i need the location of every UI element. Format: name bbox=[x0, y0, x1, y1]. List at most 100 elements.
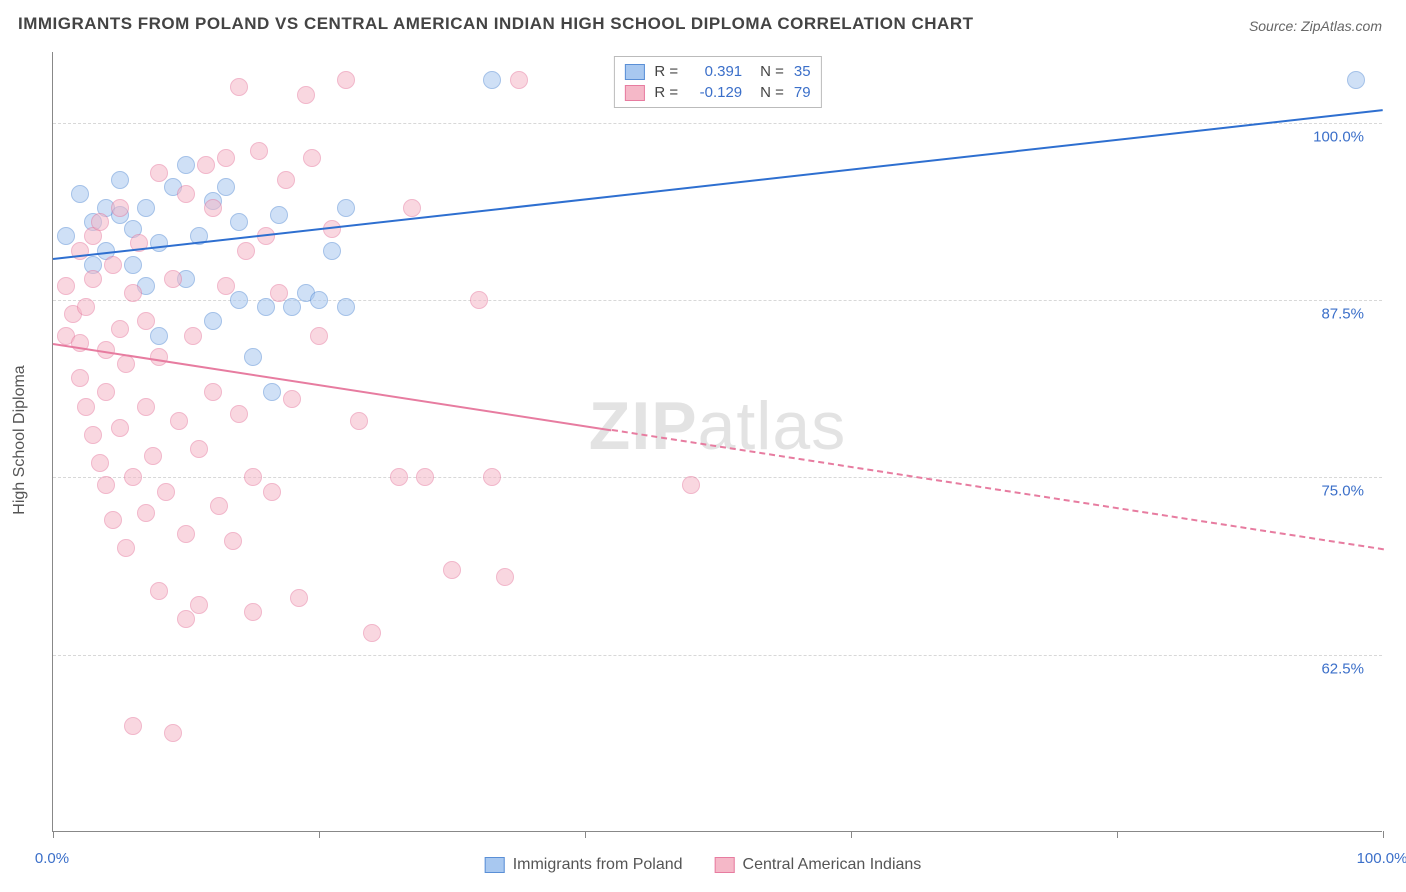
data-point bbox=[230, 291, 248, 309]
data-point bbox=[144, 447, 162, 465]
watermark-zip: ZIP bbox=[589, 388, 698, 464]
data-point bbox=[350, 412, 368, 430]
n-label: N = bbox=[760, 84, 784, 101]
data-point bbox=[337, 71, 355, 89]
data-point bbox=[283, 390, 301, 408]
data-point bbox=[244, 348, 262, 366]
data-point bbox=[124, 717, 142, 735]
r-value: -0.129 bbox=[688, 84, 742, 101]
x-tick bbox=[851, 831, 852, 838]
legend-item: Immigrants from Poland bbox=[485, 856, 683, 874]
y-tick-label: 100.0% bbox=[1313, 128, 1364, 145]
data-point bbox=[124, 256, 142, 274]
gridline bbox=[53, 300, 1382, 301]
y-tick-label: 87.5% bbox=[1321, 306, 1364, 323]
data-point bbox=[104, 256, 122, 274]
data-point bbox=[137, 398, 155, 416]
series-legend: Immigrants from Poland Central American I… bbox=[485, 856, 922, 874]
data-point bbox=[323, 242, 341, 260]
y-axis-title: High School Diploma bbox=[11, 365, 29, 514]
legend-item: Central American Indians bbox=[715, 856, 922, 874]
data-point bbox=[84, 426, 102, 444]
data-point bbox=[1347, 71, 1365, 89]
data-point bbox=[184, 327, 202, 345]
data-point bbox=[224, 532, 242, 550]
data-point bbox=[150, 348, 168, 366]
data-point bbox=[137, 504, 155, 522]
data-point bbox=[250, 142, 268, 160]
data-point bbox=[117, 355, 135, 373]
x-tick bbox=[53, 831, 54, 838]
data-point bbox=[483, 468, 501, 486]
data-point bbox=[150, 164, 168, 182]
data-point bbox=[117, 539, 135, 557]
x-tick-label: 0.0% bbox=[35, 850, 69, 867]
y-tick-label: 62.5% bbox=[1321, 660, 1364, 677]
y-tick-label: 75.0% bbox=[1321, 483, 1364, 500]
data-point bbox=[496, 568, 514, 586]
data-point bbox=[217, 178, 235, 196]
data-point bbox=[190, 596, 208, 614]
data-point bbox=[416, 468, 434, 486]
data-point bbox=[91, 454, 109, 472]
data-point bbox=[137, 199, 155, 217]
data-point bbox=[124, 468, 142, 486]
data-point bbox=[164, 270, 182, 288]
legend-label: Central American Indians bbox=[743, 856, 922, 874]
data-point bbox=[244, 603, 262, 621]
gridline bbox=[53, 655, 1382, 656]
data-point bbox=[210, 497, 228, 515]
data-point bbox=[91, 213, 109, 231]
data-point bbox=[137, 312, 155, 330]
data-point bbox=[190, 440, 208, 458]
data-point bbox=[510, 71, 528, 89]
legend-label: Immigrants from Poland bbox=[513, 856, 683, 874]
x-tick bbox=[1117, 831, 1118, 838]
legend-swatch bbox=[624, 85, 644, 101]
data-point bbox=[164, 724, 182, 742]
data-point bbox=[283, 298, 301, 316]
gridline bbox=[53, 123, 1382, 124]
data-point bbox=[403, 199, 421, 217]
data-point bbox=[237, 242, 255, 260]
data-point bbox=[57, 227, 75, 245]
data-point bbox=[177, 156, 195, 174]
data-point bbox=[470, 291, 488, 309]
data-point bbox=[97, 383, 115, 401]
x-tick bbox=[585, 831, 586, 838]
data-point bbox=[204, 199, 222, 217]
data-point bbox=[257, 298, 275, 316]
data-point bbox=[150, 327, 168, 345]
data-point bbox=[150, 582, 168, 600]
n-value: 79 bbox=[794, 84, 811, 101]
data-point bbox=[124, 284, 142, 302]
data-point bbox=[682, 476, 700, 494]
x-tick-label: 100.0% bbox=[1357, 850, 1406, 867]
stat-legend-row: R =0.391N =35 bbox=[624, 61, 810, 82]
data-point bbox=[84, 270, 102, 288]
legend-swatch bbox=[715, 857, 735, 873]
n-label: N = bbox=[760, 63, 784, 80]
data-point bbox=[111, 171, 129, 189]
stat-legend-row: R =-0.129N =79 bbox=[624, 82, 810, 103]
data-point bbox=[204, 383, 222, 401]
data-point bbox=[217, 277, 235, 295]
data-point bbox=[111, 419, 129, 437]
data-point bbox=[337, 199, 355, 217]
data-point bbox=[170, 412, 188, 430]
data-point bbox=[150, 234, 168, 252]
data-point bbox=[443, 561, 461, 579]
data-point bbox=[483, 71, 501, 89]
data-point bbox=[71, 185, 89, 203]
source-label: Source: ZipAtlas.com bbox=[1249, 18, 1382, 34]
trend-line bbox=[53, 343, 612, 431]
data-point bbox=[303, 149, 321, 167]
data-point bbox=[230, 78, 248, 96]
data-point bbox=[104, 511, 122, 529]
data-point bbox=[270, 284, 288, 302]
data-point bbox=[390, 468, 408, 486]
data-point bbox=[157, 483, 175, 501]
data-point bbox=[337, 298, 355, 316]
data-point bbox=[363, 624, 381, 642]
data-point bbox=[263, 483, 281, 501]
